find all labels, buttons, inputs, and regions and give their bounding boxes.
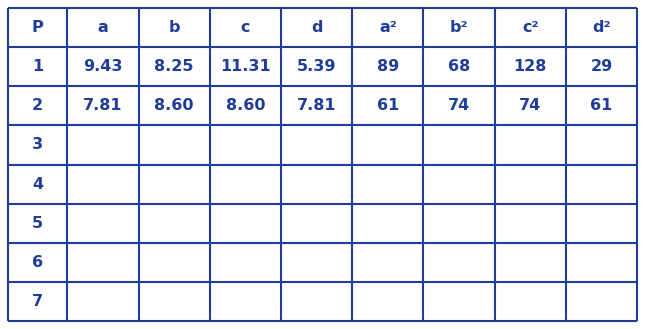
Text: 9.43: 9.43 <box>83 59 123 74</box>
Text: 74: 74 <box>448 98 470 113</box>
Text: 11.31: 11.31 <box>220 59 271 74</box>
Text: 68: 68 <box>448 59 470 74</box>
Text: d²: d² <box>592 20 611 35</box>
Text: 7.81: 7.81 <box>83 98 123 113</box>
Text: 61: 61 <box>590 98 613 113</box>
Text: 89: 89 <box>377 59 399 74</box>
Text: c: c <box>241 20 250 35</box>
Text: P: P <box>32 20 44 35</box>
Text: 2: 2 <box>32 98 43 113</box>
Text: a: a <box>97 20 108 35</box>
Text: b²: b² <box>450 20 468 35</box>
Text: 7.81: 7.81 <box>297 98 336 113</box>
Text: 6: 6 <box>32 255 43 270</box>
Text: d: d <box>311 20 322 35</box>
Text: 29: 29 <box>590 59 613 74</box>
Text: 1: 1 <box>32 59 43 74</box>
Text: 8.60: 8.60 <box>226 98 265 113</box>
Text: 74: 74 <box>519 98 541 113</box>
Text: 128: 128 <box>513 59 547 74</box>
Text: 3: 3 <box>32 138 43 152</box>
Text: 61: 61 <box>377 98 399 113</box>
Text: 5.39: 5.39 <box>297 59 336 74</box>
Text: b: b <box>168 20 180 35</box>
Text: 7: 7 <box>32 294 43 309</box>
Text: 5: 5 <box>32 216 43 231</box>
Text: 8.60: 8.60 <box>154 98 194 113</box>
Text: 4: 4 <box>32 177 43 191</box>
Text: a²: a² <box>379 20 397 35</box>
Text: 8.25: 8.25 <box>154 59 194 74</box>
Text: c²: c² <box>522 20 539 35</box>
